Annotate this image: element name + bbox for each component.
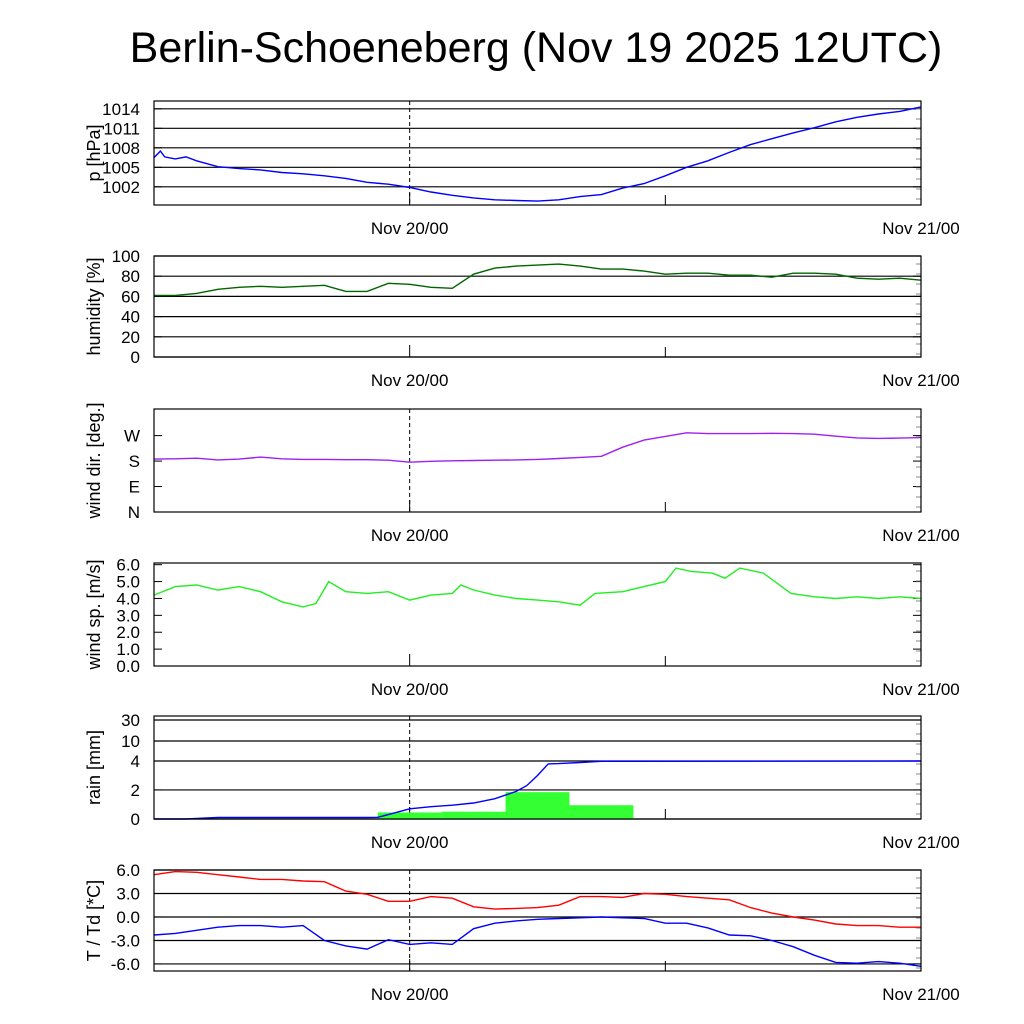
x-tick-label: Nov 21/00 [882, 680, 960, 699]
series-line-t [153, 870, 921, 928]
series-line-humidity [154, 263, 922, 297]
y-tick-label: 0.0 [116, 657, 140, 676]
y-tick-label: 3.0 [116, 606, 140, 625]
y-tick-label: 2.0 [116, 623, 140, 642]
y-tick-label: S [129, 452, 140, 471]
y-tick-label: 6.0 [116, 556, 140, 575]
plot-frame [153, 562, 922, 667]
y-tick-label: 10 [121, 732, 140, 751]
panel-rain: 0 2 410 30 rain [mm] Nov 20/00 Nov 21/00 [84, 711, 960, 852]
x-tick-label: Nov 21/00 [882, 371, 960, 390]
x-tick-label: Nov 20/00 [371, 219, 449, 238]
x-tick-label: Nov 21/00 [882, 833, 960, 852]
y-axis-label: wind dir. [deg.] [84, 402, 104, 519]
y-tick-label: 40 [121, 308, 140, 327]
y-tick-label: 3.0 [116, 884, 140, 903]
y-tick-label: 30 [121, 711, 140, 730]
y-tick-label: 100 [112, 247, 140, 266]
y-tick-label: 1008 [102, 139, 140, 158]
y-tick-label: 20 [121, 328, 140, 347]
panel-temperature: -6.0 -3.0 0.0 3.0 6.0 T / Td [*C] Nov 20/00 Nov… [84, 861, 960, 1004]
series-line-wind-direction [153, 432, 922, 463]
panel-wind_speed: 0.01.02.03.04.05.06.0 wind sp. [m/s] Nov 2… [84, 556, 960, 699]
y-tick-label: 1014 [102, 100, 140, 119]
plot-frame [153, 715, 922, 820]
y-axis-label: T / Td [*C] [84, 880, 104, 961]
series-line-pressure [153, 106, 922, 202]
y-tick-label: 1002 [102, 178, 140, 197]
y-tick-label: -6.0 [111, 955, 140, 974]
y-tick-label: 1.0 [116, 640, 140, 659]
y-tick-label: 4 [131, 752, 140, 771]
rain-bar [505, 792, 570, 819]
y-tick-label: 0 [131, 348, 140, 367]
y-axis-label: rain [mm] [84, 730, 104, 805]
series-line-td [153, 916, 922, 967]
y-tick-label: 0 [131, 810, 140, 829]
y-axis-label: p [hPa] [84, 124, 104, 181]
plot-frame [153, 408, 922, 513]
y-tick-label: 5.0 [116, 573, 140, 592]
y-tick-label: E [129, 478, 140, 497]
y-axis-label: wind sp. [m/s] [84, 559, 104, 670]
y-tick-label: 80 [121, 267, 140, 286]
rain-bar [569, 805, 634, 819]
y-tick-label: 60 [121, 287, 140, 306]
y-tick-label: 1005 [102, 158, 140, 177]
rain-bar [377, 812, 442, 819]
x-tick-label: Nov 20/00 [371, 680, 449, 699]
y-tick-label: -3.0 [111, 931, 140, 950]
plot-frame [153, 100, 922, 206]
y-tick-label: 1011 [103, 119, 140, 138]
y-tick-label: 4.0 [116, 589, 140, 608]
series-line-accumulated-precipitation [154, 760, 922, 820]
y-tick-label: 2 [131, 781, 140, 800]
plot-frame [153, 869, 922, 972]
x-tick-label: Nov 21/00 [882, 219, 960, 238]
plot-frame [153, 255, 922, 358]
chart-title: Berlin-Schoeneberg (Nov 19 2025 12UTC) [129, 24, 943, 72]
x-tick-label: Nov 20/00 [371, 833, 449, 852]
x-tick-label: Nov 20/00 [371, 985, 449, 1004]
y-tick-label: N [128, 503, 140, 522]
x-tick-label: Nov 21/00 [882, 526, 960, 545]
y-tick-label: 0.0 [116, 908, 140, 927]
series-line-wind-speed [153, 567, 922, 608]
y-tick-label: 6.0 [116, 861, 140, 880]
y-tick-label: W [124, 427, 140, 446]
x-tick-label: Nov 20/00 [371, 526, 449, 545]
rain-bar [441, 811, 506, 819]
x-tick-label: Nov 21/00 [882, 985, 960, 1004]
y-axis-label: humidity [%] [84, 257, 104, 355]
x-tick-label: Nov 20/00 [371, 371, 449, 390]
